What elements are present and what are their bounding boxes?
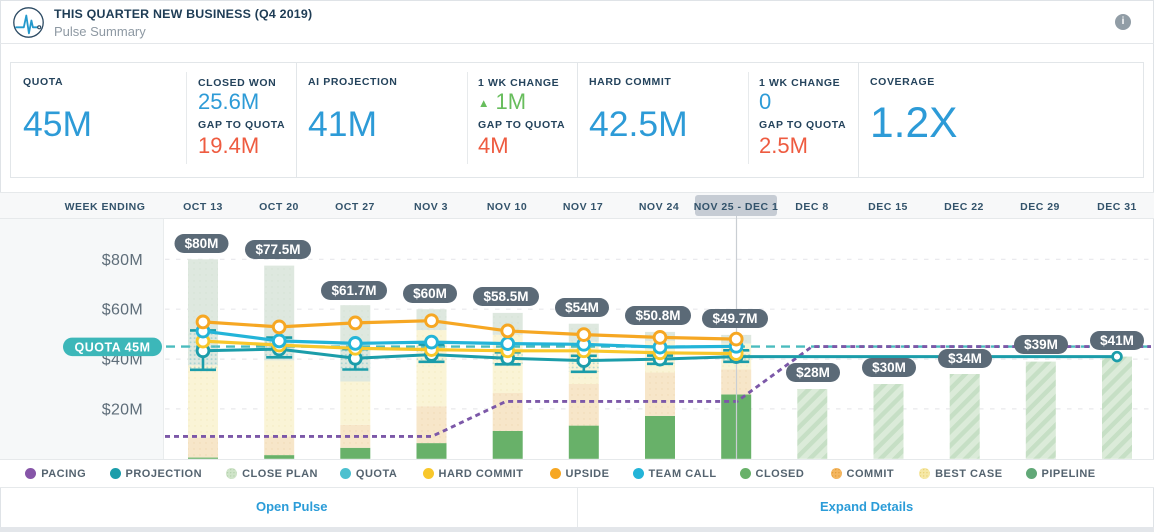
svg-text:$54M: $54M [565, 300, 599, 315]
svg-text:QUOTA 45M: QUOTA 45M [74, 340, 150, 354]
svg-text:$39M: $39M [1024, 337, 1058, 352]
svg-text:$61.7M: $61.7M [331, 283, 376, 298]
svg-text:$30M: $30M [872, 360, 906, 375]
svg-text:$20M: $20M [102, 401, 143, 418]
svg-text:$28M: $28M [796, 365, 830, 380]
svg-text:$50.8M: $50.8M [635, 308, 680, 323]
svg-text:$41M: $41M [1100, 333, 1134, 348]
svg-text:$80M: $80M [185, 236, 219, 251]
svg-text:$77.5M: $77.5M [255, 242, 300, 257]
svg-text:$60M: $60M [413, 286, 447, 301]
svg-text:$34M: $34M [948, 351, 982, 366]
svg-text:$80M: $80M [102, 252, 143, 269]
svg-text:$49.7M: $49.7M [712, 311, 757, 326]
svg-text:$58.5M: $58.5M [483, 289, 528, 304]
svg-text:$60M: $60M [102, 302, 143, 319]
